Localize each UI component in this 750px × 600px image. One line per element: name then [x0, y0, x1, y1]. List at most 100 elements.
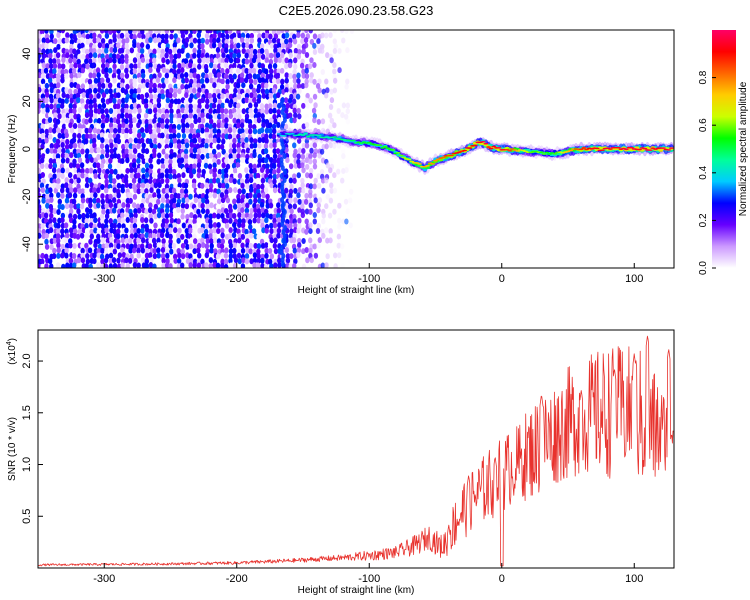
spectrogram-cell [160, 168, 165, 175]
spectrogram-cell [64, 87, 69, 94]
spectrogram-cell [63, 222, 69, 229]
spectrogram-cell [85, 148, 90, 155]
spectrogram-cell [312, 183, 317, 190]
spectrogram-ridge-cell [377, 144, 383, 147]
spectrogram-cell [212, 212, 217, 219]
chart-title: C2E5.2026.090.23.58.G23 [279, 3, 434, 18]
spectrogram-cell [217, 42, 223, 49]
spectrogram-cell [56, 43, 61, 50]
spectrogram-cell [204, 148, 209, 155]
spectrogram-cell [291, 98, 297, 105]
spectrogram-cell [279, 73, 285, 80]
spectrogram-cell [55, 153, 61, 160]
spectrogram-cell [132, 33, 137, 40]
spectrogram-cell [156, 247, 161, 254]
spectrogram-cell [296, 32, 301, 39]
spectrogram-cell [177, 62, 182, 69]
spectrogram-cell [165, 102, 170, 109]
spectrogram-cell [73, 77, 78, 84]
spectrogram-cell [180, 253, 186, 260]
spectrogram-cell [267, 258, 273, 265]
spectrogram-cell [192, 72, 197, 79]
spectrogram-cell [305, 172, 310, 179]
spectrogram-cell [287, 62, 293, 69]
spectrogram-cell [152, 78, 157, 85]
spectrogram-cell [124, 107, 129, 114]
spectrogram-cell [260, 222, 265, 229]
spectrogram-cell [256, 87, 261, 94]
colorbar-label: Normalized spectral amplitude [738, 81, 749, 216]
spectrogram-cell [95, 67, 101, 74]
spectrogram-cell [56, 247, 61, 254]
spectrogram-cell [38, 228, 42, 235]
spectrogram-cell [52, 112, 58, 119]
spectrogram-cell [256, 52, 262, 59]
spectrogram-cell [265, 202, 270, 209]
spectrogram-cell [97, 48, 102, 55]
spectrogram-cell [60, 173, 65, 180]
spectrogram-cell [245, 147, 251, 154]
spectrogram-cell [48, 58, 53, 65]
spectrogram-y-tick-label: 20 [21, 95, 33, 107]
spectrogram-cell [88, 133, 93, 140]
spectrogram-cell [77, 72, 82, 79]
spectrogram-cell [144, 157, 150, 164]
spectrogram-cell [165, 252, 170, 259]
spectrogram-cell [64, 107, 70, 114]
spectrogram-cell [76, 117, 81, 124]
spectrogram-cell [200, 117, 206, 124]
spectrogram-cell [112, 152, 118, 159]
spectrogram-cell [129, 172, 135, 179]
spectrogram-cell [200, 237, 205, 244]
spectrogram-cell [125, 83, 130, 90]
spectrogram-cell [189, 147, 194, 154]
spectrogram-cell [276, 202, 281, 209]
spectrogram-cell [224, 177, 229, 184]
spectrogram-cell [192, 63, 197, 70]
spectrogram-cell [153, 203, 159, 210]
spectrogram-cell [60, 152, 66, 159]
spectrogram-cell [332, 187, 338, 194]
spectrogram-cell [164, 163, 170, 170]
spectrogram-cell [213, 113, 218, 120]
spectrogram-cell [132, 217, 138, 224]
spectrogram-ridge-cell [584, 148, 589, 151]
spectrogram-cell [65, 262, 70, 268]
spectrogram-cell [56, 103, 61, 110]
spectrogram-cell [140, 247, 146, 254]
spectrogram-cell [101, 102, 107, 109]
spectrogram-cell [300, 203, 305, 210]
colorbar-tick-label: 0.0 [698, 261, 709, 275]
spectrogram-cell [181, 222, 187, 229]
spectrogram-cell [215, 47, 221, 54]
spectrogram-cell [144, 162, 150, 169]
spectrogram-cell [224, 182, 230, 189]
spectrogram-ridge-cell [282, 135, 287, 137]
spectrogram-cell [41, 228, 46, 235]
spectrogram-cell [84, 153, 90, 160]
spectrogram-cell [293, 197, 298, 204]
spectrogram-cell [61, 118, 66, 125]
spectrogram-cell [69, 38, 75, 45]
spectrogram-cell [261, 212, 266, 219]
spectrogram-cell [284, 187, 289, 194]
spectrogram-cell [64, 197, 70, 204]
spectrogram-cell [344, 218, 349, 225]
spectrogram-cell [241, 212, 246, 219]
spectrogram-cell [263, 187, 269, 194]
spectrogram-cell [124, 227, 129, 234]
spectrogram-cell [108, 30, 113, 35]
spectrogram-cell [260, 108, 265, 115]
spectrogram-cell [332, 252, 338, 259]
spectrogram-cell [228, 248, 234, 255]
spectrogram-cell [38, 93, 41, 100]
spectrogram-cell [160, 132, 165, 139]
spectrogram-cell [168, 87, 174, 94]
spectrogram-cell [132, 193, 138, 200]
spectrogram-cell [233, 257, 239, 264]
spectrogram-cell [75, 92, 81, 99]
spectrogram-cell [196, 172, 202, 179]
spectrogram-cell [239, 122, 245, 129]
spectrogram-cell [136, 37, 141, 44]
spectrogram-cell [336, 242, 341, 249]
